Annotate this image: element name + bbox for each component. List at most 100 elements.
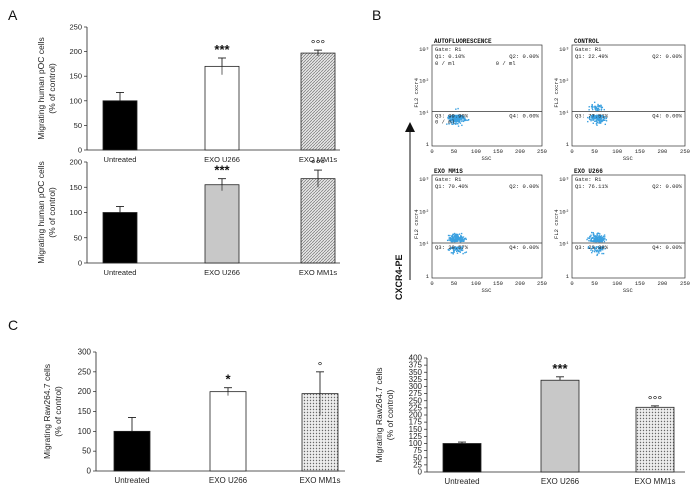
event-dot (597, 251, 600, 253)
event-dot (453, 240, 456, 243)
event-dot (454, 249, 456, 251)
event-dot (597, 117, 599, 119)
count-label: 0 / ml (435, 60, 455, 67)
event-dot (450, 247, 453, 249)
bar-untreated (442, 443, 482, 473)
event-dot (592, 118, 594, 121)
event-dot (454, 240, 456, 242)
event-dot (458, 247, 460, 250)
q2-label: Q2: 0.00% (652, 183, 682, 190)
event-dot (462, 117, 464, 119)
event-dot (591, 246, 594, 248)
flow-plot-frame (571, 44, 686, 147)
event-dot (598, 105, 601, 107)
event-dot (591, 117, 593, 119)
significance-marker: *** (214, 163, 230, 178)
event-dot (596, 235, 598, 237)
event-dot (595, 240, 597, 243)
event-dot (593, 116, 595, 118)
flow-x-tick: 250 (537, 148, 547, 155)
event-dot (456, 119, 459, 121)
event-dot (593, 237, 596, 240)
flow-x-tick: 150 (493, 280, 503, 287)
event-dot (588, 117, 591, 119)
event-dot (448, 249, 450, 251)
event-dot (591, 251, 593, 254)
event-dot (594, 240, 596, 243)
event-dot (587, 247, 590, 249)
category-label: EXO U266 (209, 476, 248, 485)
flow-y-tick: 10² (559, 208, 569, 215)
event-dot (593, 246, 595, 249)
flow-x-tick: 0 (570, 148, 573, 155)
y-tick-label: 175 (409, 418, 423, 427)
event-dot (446, 239, 449, 242)
event-dot (463, 239, 465, 241)
event-dot (598, 105, 601, 108)
event-dot (453, 116, 456, 118)
event-dot (465, 251, 468, 253)
event-dot (600, 121, 602, 123)
event-dot (600, 248, 602, 251)
event-dot (467, 119, 469, 122)
event-dot (457, 107, 459, 110)
event-dot (457, 238, 459, 240)
event-dot (592, 116, 594, 119)
event-dot (597, 236, 600, 238)
event-dot (599, 118, 602, 121)
flow-y-tick: 10² (559, 78, 569, 85)
event-dot (594, 235, 596, 237)
event-dot (456, 246, 459, 248)
event-dot (461, 249, 463, 252)
event-dot (603, 108, 605, 111)
event-dot (460, 240, 462, 243)
bar-exo-u266 (204, 184, 240, 264)
event-dot (447, 248, 449, 251)
y-axis-label: Migrating human pOC cells (36, 37, 46, 140)
event-dot (596, 124, 598, 126)
event-dot (451, 114, 453, 117)
event-dot (451, 238, 453, 240)
event-dot (588, 237, 590, 240)
flow-plot-frame (431, 44, 543, 147)
event-dot (598, 109, 600, 111)
event-dot (455, 119, 458, 122)
chart-a-top: 0 50 100 150 200 250 Migrating human pOC cells… (36, 23, 340, 164)
event-dot (456, 248, 459, 250)
event-dot (458, 237, 460, 239)
event-dot (597, 103, 599, 106)
event-dot (447, 234, 450, 237)
event-dot (601, 106, 604, 109)
event-dot (594, 107, 596, 109)
event-dot (600, 106, 602, 108)
gate-label: Gate: R1 (575, 46, 602, 53)
y-tick-label: 50 (413, 453, 422, 462)
q4-label: Q4: 0.00% (509, 113, 539, 120)
flow-x-tick: 200 (657, 148, 667, 155)
event-dot (588, 247, 591, 249)
event-dot (448, 123, 450, 125)
event-dot (453, 236, 455, 238)
event-dot (602, 119, 604, 122)
y-tick-label: 250 (69, 23, 82, 32)
event-dot (448, 237, 450, 239)
event-dot (449, 239, 451, 242)
cxcr4-pe-label: CXCR4-PE (394, 254, 404, 300)
event-dot (591, 231, 593, 234)
event-dot (597, 246, 599, 248)
y-tick-label: 150 (69, 72, 82, 81)
category-label: EXO MM1s (300, 476, 341, 485)
event-dot (592, 250, 594, 252)
y-tick-label: 75 (413, 446, 422, 455)
event-dot (449, 119, 452, 122)
flow-y-label: FL2 cxcr4 (413, 77, 420, 107)
event-dot (595, 117, 598, 119)
flow-plot-frame (571, 174, 686, 279)
event-dot (603, 116, 605, 118)
y-tick-label: 0 (418, 468, 423, 477)
event-dot (447, 116, 449, 119)
event-dot (600, 105, 602, 107)
significance-marker: *** (214, 42, 230, 57)
y-tick-label: 375 (409, 361, 423, 370)
